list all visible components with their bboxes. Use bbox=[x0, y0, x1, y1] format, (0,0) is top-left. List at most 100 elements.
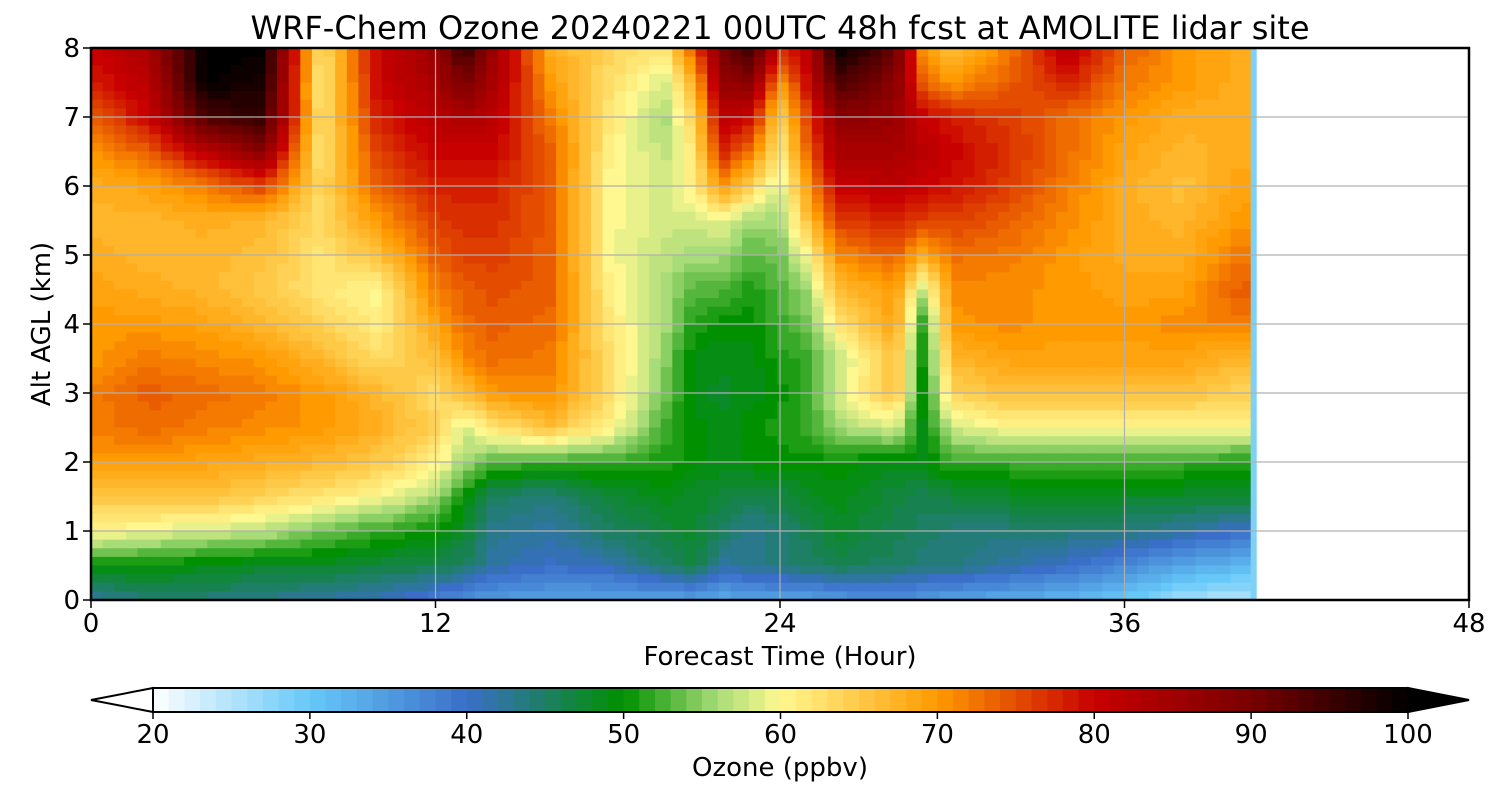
field-cell bbox=[381, 453, 394, 463]
field-cell bbox=[997, 358, 1011, 368]
field-cell bbox=[474, 332, 488, 342]
field-cell bbox=[160, 401, 174, 411]
field-cell bbox=[335, 427, 348, 437]
field-cell bbox=[1137, 470, 1150, 480]
field-cell bbox=[102, 117, 115, 127]
field-cell bbox=[893, 160, 906, 170]
field-cell bbox=[370, 168, 383, 179]
field-cell bbox=[532, 65, 546, 75]
field-cell bbox=[637, 298, 650, 308]
field-cell bbox=[997, 203, 1011, 213]
field-cell bbox=[1218, 462, 1232, 472]
field-cell bbox=[358, 367, 371, 377]
field-cell bbox=[335, 151, 348, 161]
field-cell bbox=[265, 375, 278, 386]
field-cell bbox=[370, 410, 383, 420]
field-cell bbox=[637, 65, 650, 75]
field-cell bbox=[358, 462, 371, 472]
field-cell bbox=[730, 436, 743, 446]
field-cell bbox=[765, 324, 778, 334]
field-cell bbox=[463, 203, 476, 213]
field-cell bbox=[718, 384, 732, 394]
field-cell bbox=[381, 384, 394, 394]
field-cell bbox=[649, 73, 662, 84]
field-cell bbox=[649, 324, 662, 334]
field-cell bbox=[718, 65, 732, 75]
field-cell bbox=[1242, 125, 1255, 135]
field-cell bbox=[172, 427, 185, 437]
field-cell bbox=[265, 177, 278, 187]
field-cell bbox=[590, 375, 604, 386]
field-cell bbox=[765, 332, 778, 342]
field-cell bbox=[1009, 349, 1022, 360]
field-cell bbox=[1114, 289, 1127, 299]
field-cell bbox=[277, 280, 290, 291]
field-cell bbox=[370, 48, 383, 58]
field-cell bbox=[974, 56, 987, 66]
field-cell bbox=[277, 462, 290, 472]
field-cell bbox=[602, 324, 615, 334]
field-cell bbox=[1230, 168, 1243, 179]
field-cell bbox=[928, 108, 941, 118]
field-cell bbox=[393, 117, 406, 127]
field-cell bbox=[660, 401, 674, 411]
field-cell bbox=[463, 349, 476, 360]
field-cell bbox=[521, 168, 534, 179]
field-cell bbox=[1218, 229, 1232, 239]
field-cell bbox=[788, 375, 801, 386]
field-cell bbox=[1218, 237, 1232, 248]
field-cell bbox=[532, 186, 546, 196]
field-cell bbox=[1102, 151, 1115, 161]
field-cell bbox=[614, 263, 627, 273]
field-cell bbox=[1207, 393, 1220, 403]
field-cell bbox=[1032, 401, 1046, 411]
field-cell bbox=[184, 160, 197, 170]
field-cell bbox=[1067, 160, 1080, 170]
field-cell bbox=[916, 358, 929, 368]
field-cell bbox=[974, 436, 987, 446]
field-cell bbox=[125, 263, 139, 273]
field-cell bbox=[963, 108, 976, 118]
field-cell bbox=[846, 134, 860, 144]
field-cell bbox=[1195, 436, 1208, 446]
field-cell bbox=[521, 272, 534, 282]
field-cell bbox=[811, 384, 825, 394]
field-cell bbox=[474, 160, 488, 170]
field-cell bbox=[91, 125, 104, 135]
field-cell bbox=[370, 117, 383, 127]
field-cell bbox=[207, 48, 220, 58]
field-cell bbox=[730, 444, 743, 455]
field-cell bbox=[160, 91, 174, 101]
field-cell bbox=[346, 73, 360, 84]
field-cell bbox=[1230, 56, 1243, 66]
field-cell bbox=[1032, 470, 1046, 480]
field-cell bbox=[1079, 263, 1092, 273]
field-cell bbox=[451, 470, 464, 480]
field-cell bbox=[137, 444, 150, 455]
field-cell bbox=[707, 168, 720, 179]
field-cell bbox=[428, 246, 441, 256]
field-cell bbox=[1044, 211, 1057, 222]
field-cell bbox=[335, 375, 348, 386]
field-cell bbox=[149, 349, 162, 360]
field-cell bbox=[416, 444, 429, 455]
field-cell bbox=[509, 280, 522, 291]
field-cell bbox=[428, 401, 441, 411]
field-cell bbox=[486, 160, 499, 170]
field-cell bbox=[614, 349, 627, 360]
field-cell bbox=[718, 151, 732, 161]
field-cell bbox=[1207, 272, 1220, 282]
field-cell bbox=[381, 246, 394, 256]
field-cell bbox=[765, 237, 778, 248]
field-cell bbox=[265, 99, 278, 110]
field-cell bbox=[974, 125, 987, 135]
field-cell bbox=[381, 401, 394, 411]
field-cell bbox=[1032, 427, 1046, 437]
field-cell bbox=[556, 246, 569, 256]
field-cell bbox=[730, 73, 743, 84]
field-cell bbox=[916, 306, 929, 317]
field-cell bbox=[1021, 194, 1034, 204]
field-cell bbox=[207, 384, 220, 394]
field-cell bbox=[1230, 393, 1243, 403]
field-cell bbox=[963, 358, 976, 368]
